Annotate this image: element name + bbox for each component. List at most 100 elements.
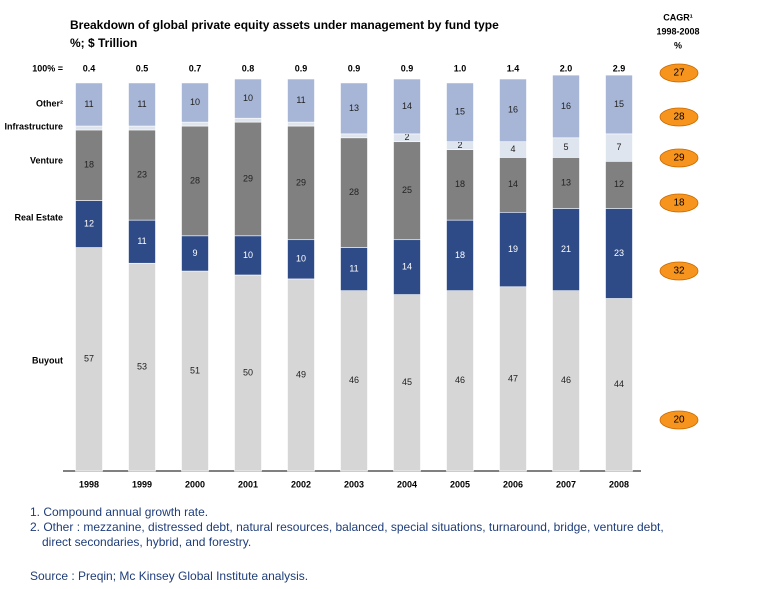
x-tick-label: 2004 bbox=[397, 479, 417, 489]
bar-segment bbox=[340, 137, 368, 248]
bar-segment bbox=[128, 262, 156, 472]
x-tick-label: 2001 bbox=[238, 479, 258, 489]
bar-segment bbox=[446, 149, 474, 221]
total-label: 0.9 bbox=[295, 63, 308, 73]
data-label: 10 bbox=[243, 93, 253, 103]
bar-segment bbox=[552, 208, 580, 291]
bar-segment bbox=[234, 235, 262, 276]
cagr-value: 20 bbox=[673, 415, 685, 426]
data-label: 51 bbox=[190, 365, 200, 375]
bar-segment bbox=[287, 278, 315, 472]
bar-segment bbox=[605, 133, 633, 162]
data-label: 46 bbox=[349, 375, 359, 385]
bar-segment bbox=[446, 290, 474, 472]
bar-segment bbox=[393, 141, 421, 241]
bar-segment bbox=[340, 133, 368, 139]
bar-segment bbox=[552, 157, 580, 209]
total-label: 0.8 bbox=[242, 63, 255, 73]
bar-segment bbox=[128, 129, 156, 221]
data-label: 49 bbox=[296, 369, 306, 379]
bar-segment bbox=[340, 290, 368, 472]
bar-segment bbox=[446, 82, 474, 143]
bar-segment bbox=[287, 239, 315, 280]
legend-label: Venture bbox=[30, 155, 63, 165]
bar-segment bbox=[128, 219, 156, 264]
bar-segment bbox=[181, 235, 209, 272]
total-label: 0.4 bbox=[83, 63, 96, 73]
data-label: 10 bbox=[243, 250, 253, 260]
bar-segment bbox=[181, 121, 209, 127]
data-label: 18 bbox=[455, 179, 465, 189]
total-label: 1.0 bbox=[454, 63, 467, 73]
data-label: 28 bbox=[349, 187, 359, 197]
data-label: 18 bbox=[84, 160, 94, 170]
totals-label: 100% = bbox=[32, 63, 63, 73]
cagr-value: 18 bbox=[673, 198, 685, 209]
bar-segment bbox=[181, 270, 209, 472]
bar-segment bbox=[552, 74, 580, 139]
cagr-value: 27 bbox=[673, 68, 685, 79]
bar-segment bbox=[393, 78, 421, 135]
bar-segment bbox=[75, 247, 103, 472]
footnote: direct secondaries, hybrid, and forestry… bbox=[42, 535, 251, 549]
x-tick-label: 1998 bbox=[79, 479, 99, 489]
data-label: 12 bbox=[84, 218, 94, 228]
data-label: 29 bbox=[296, 177, 306, 187]
data-label: 11 bbox=[296, 95, 305, 105]
x-tick-label: 2000 bbox=[185, 479, 205, 489]
x-tick-label: 2008 bbox=[609, 479, 629, 489]
data-label: 19 bbox=[508, 244, 518, 254]
data-label: 16 bbox=[508, 105, 518, 115]
data-label: 14 bbox=[508, 179, 518, 189]
data-label: 21 bbox=[561, 244, 571, 254]
total-label: 2.0 bbox=[560, 63, 573, 73]
data-label: 47 bbox=[508, 373, 518, 383]
bar-segment bbox=[75, 125, 103, 131]
legend-label: Other² bbox=[36, 98, 63, 108]
cagr-bubble bbox=[659, 63, 699, 83]
bar-segment bbox=[552, 290, 580, 472]
data-label: 46 bbox=[561, 375, 571, 385]
data-label: 50 bbox=[243, 367, 253, 377]
data-label: 11 bbox=[137, 236, 146, 246]
x-tick-label: 1999 bbox=[132, 479, 152, 489]
data-label: 45 bbox=[402, 377, 412, 387]
bar-segment bbox=[605, 208, 633, 299]
data-label: 29 bbox=[243, 173, 253, 183]
bar-segment bbox=[499, 78, 527, 143]
data-label: 10 bbox=[296, 254, 306, 264]
cagr-value: 29 bbox=[673, 153, 685, 164]
total-label: 0.9 bbox=[348, 63, 361, 73]
data-label: 4 bbox=[510, 144, 515, 154]
bar-segment bbox=[605, 298, 633, 472]
bar-segment bbox=[605, 74, 633, 135]
footnote: 2. Other : mezzanine, distressed debt, n… bbox=[30, 520, 664, 534]
data-label: 10 bbox=[190, 97, 200, 107]
cagr-value: 28 bbox=[673, 112, 685, 123]
data-label: 2 bbox=[404, 132, 409, 142]
data-label: 11 bbox=[137, 99, 146, 109]
cagr-header: CAGR¹ bbox=[663, 12, 693, 22]
data-label: 46 bbox=[455, 375, 465, 385]
x-tick-label: 2006 bbox=[503, 479, 523, 489]
chart-subtitle: %; $ Trillion bbox=[70, 36, 137, 50]
cagr-value: 32 bbox=[673, 266, 685, 277]
data-label: 15 bbox=[455, 107, 465, 117]
chart-title: Breakdown of global private equity asset… bbox=[70, 18, 499, 32]
x-tick-label: 2003 bbox=[344, 479, 364, 489]
legend-label: Infrastructure bbox=[4, 121, 63, 131]
cagr-bubble bbox=[659, 148, 699, 168]
bar-segment bbox=[499, 211, 527, 288]
bar-segment bbox=[128, 125, 156, 131]
bar-segment bbox=[340, 82, 368, 135]
bar-segment bbox=[128, 82, 156, 127]
total-label: 0.9 bbox=[401, 63, 414, 73]
x-tick-label: 2002 bbox=[291, 479, 311, 489]
data-label: 18 bbox=[455, 250, 465, 260]
cagr-bubble bbox=[659, 410, 699, 430]
data-label: 23 bbox=[137, 169, 147, 179]
bar-segment bbox=[234, 117, 262, 123]
data-label: 9 bbox=[192, 248, 197, 258]
legend-label: Real Estate bbox=[14, 212, 63, 222]
